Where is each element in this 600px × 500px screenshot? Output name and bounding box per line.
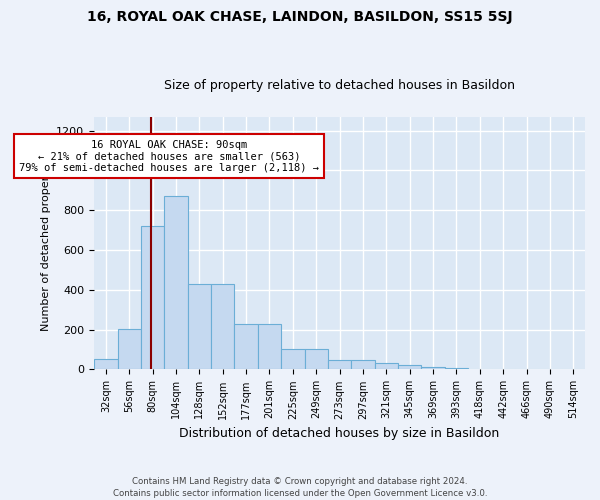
Bar [188,284,211,370]
Bar [141,226,164,370]
Bar [351,360,374,370]
Bar [164,196,188,370]
Bar [258,324,281,370]
Bar [211,284,235,370]
Bar [328,360,351,370]
Text: 16, ROYAL OAK CHASE, LAINDON, BASILDON, SS15 5SJ: 16, ROYAL OAK CHASE, LAINDON, BASILDON, … [87,10,513,24]
Title: Size of property relative to detached houses in Basildon: Size of property relative to detached ho… [164,79,515,92]
Bar [118,328,141,370]
Bar [305,348,328,370]
Bar [398,366,421,370]
Text: Contains HM Land Registry data © Crown copyright and database right 2024.
Contai: Contains HM Land Registry data © Crown c… [113,476,487,498]
Bar [421,367,445,370]
Bar [374,364,398,370]
Bar [468,369,491,370]
Bar [281,348,305,370]
Y-axis label: Number of detached properties: Number of detached properties [41,156,51,331]
Bar [94,360,118,370]
Bar [235,324,258,370]
X-axis label: Distribution of detached houses by size in Basildon: Distribution of detached houses by size … [179,427,500,440]
Bar [445,368,468,370]
Text: 16 ROYAL OAK CHASE: 90sqm
← 21% of detached houses are smaller (563)
79% of semi: 16 ROYAL OAK CHASE: 90sqm ← 21% of detac… [19,140,319,172]
